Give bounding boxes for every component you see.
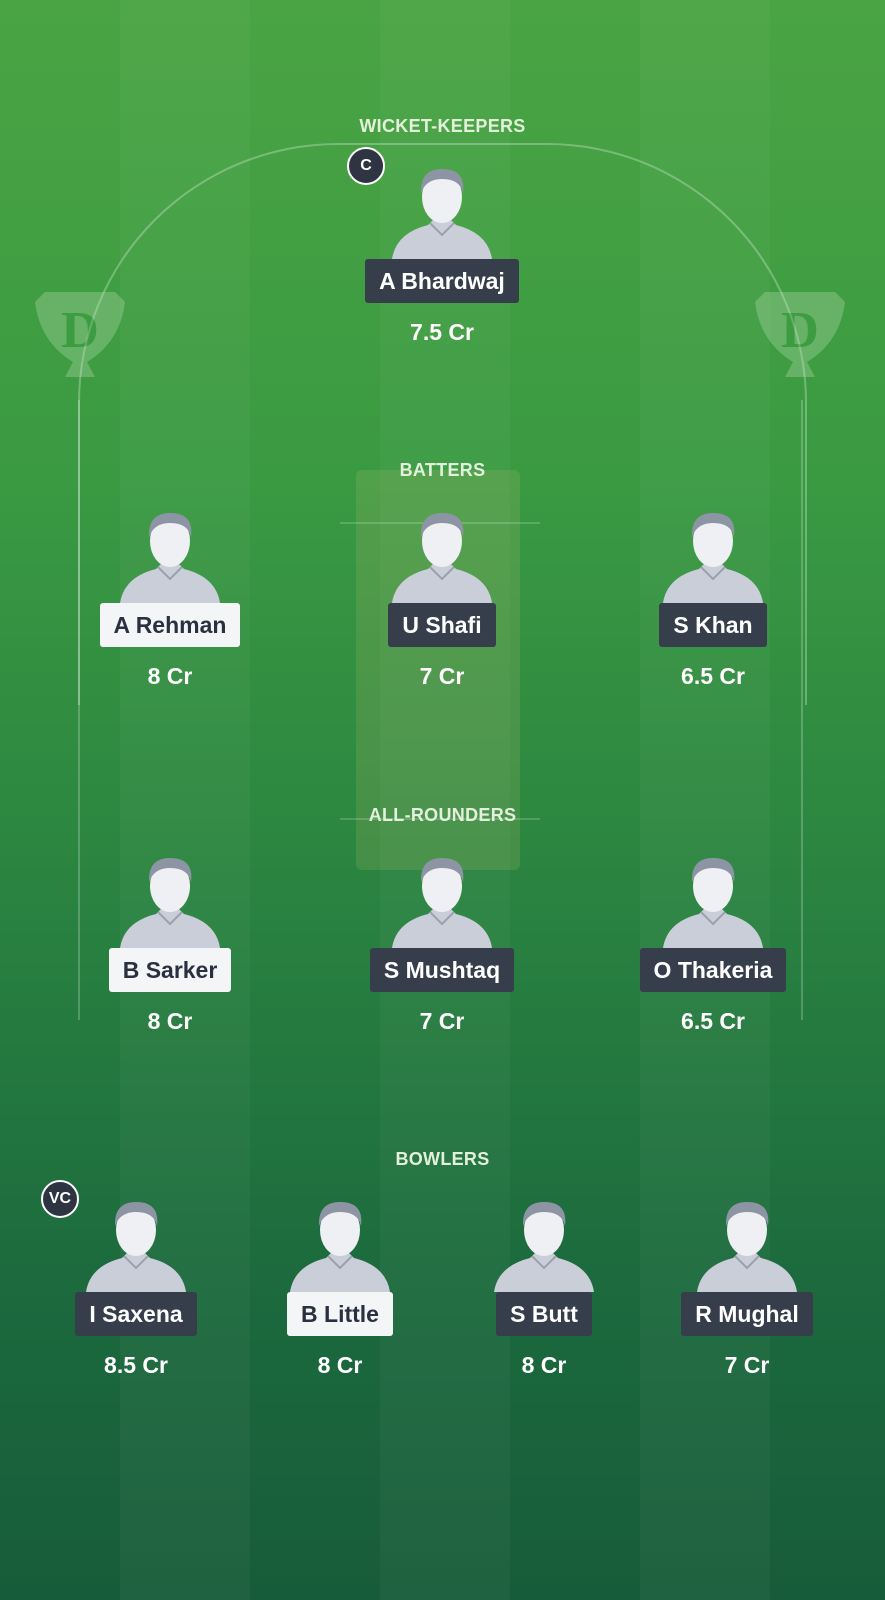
- player-price: 6.5 Cr: [681, 663, 745, 689]
- player-avatar-icon: [663, 513, 763, 603]
- section-title: BOWLERS: [395, 1149, 490, 1169]
- player-name: O Thakeria: [639, 948, 787, 992]
- player-name: S Khan: [659, 603, 767, 647]
- captain-badge: C: [347, 147, 385, 185]
- player-card[interactable]: O Thakeria 6.5 Cr: [613, 852, 813, 1035]
- player-name: A Bhardwaj: [365, 259, 519, 303]
- trophy-logo-icon: D: [755, 292, 845, 377]
- player-card[interactable]: R Mughal 7 Cr: [647, 1196, 847, 1379]
- player-price: 8.5 Cr: [104, 1352, 168, 1378]
- player-avatar-icon: [392, 513, 492, 603]
- svg-text:D: D: [781, 302, 819, 359]
- vice-captain-badge: VC: [41, 1180, 79, 1218]
- player-card[interactable]: U Shafi 7 Cr: [342, 507, 542, 690]
- player-price: 6.5 Cr: [681, 1008, 745, 1034]
- player-card[interactable]: A Bhardwaj 7.5 Cr: [342, 163, 542, 346]
- player-card[interactable]: I Saxena 8.5 Cr: [36, 1196, 236, 1379]
- boundary-line-left: [78, 400, 80, 1020]
- player-price: 8 Cr: [147, 663, 193, 689]
- player-avatar-icon: [120, 858, 220, 948]
- player-price: 7 Cr: [724, 1352, 770, 1378]
- boundary-line-right: [801, 400, 803, 1020]
- player-name: A Rehman: [99, 603, 241, 647]
- svg-text:D: D: [61, 302, 99, 359]
- player-card[interactable]: S Butt 8 Cr: [444, 1196, 644, 1379]
- player-price: 7 Cr: [419, 663, 465, 689]
- section-title: WICKET-KEEPERS: [359, 116, 526, 136]
- player-name: U Shafi: [388, 603, 496, 647]
- crease-line: [340, 818, 540, 820]
- player-avatar-icon: [120, 513, 220, 603]
- player-avatar-icon: [290, 1202, 390, 1292]
- player-price: 7.5 Cr: [410, 319, 474, 345]
- player-price: 8 Cr: [521, 1352, 567, 1378]
- trophy-logo-icon: D: [35, 292, 125, 377]
- player-name: B Sarker: [108, 948, 232, 992]
- player-avatar-icon: [392, 858, 492, 948]
- player-avatar-icon: [663, 858, 763, 948]
- player-card[interactable]: B Little 8 Cr: [240, 1196, 440, 1379]
- player-name: I Saxena: [75, 1292, 197, 1336]
- player-name: S Butt: [496, 1292, 592, 1336]
- player-price: 8 Cr: [317, 1352, 363, 1378]
- player-avatar-icon: [86, 1202, 186, 1292]
- player-price: 8 Cr: [147, 1008, 193, 1034]
- player-avatar-icon: [392, 169, 492, 259]
- section-title: BATTERS: [399, 460, 486, 480]
- player-name: B Little: [287, 1292, 393, 1336]
- player-card[interactable]: S Khan 6.5 Cr: [613, 507, 813, 690]
- boundary-arc: [78, 143, 807, 705]
- player-card[interactable]: B Sarker 8 Cr: [70, 852, 270, 1035]
- player-avatar-icon: [697, 1202, 797, 1292]
- section-title: ALL-ROUNDERS: [368, 805, 517, 825]
- player-name: S Mushtaq: [369, 948, 515, 992]
- player-price: 7 Cr: [419, 1008, 465, 1034]
- player-card[interactable]: A Rehman 8 Cr: [70, 507, 270, 690]
- player-name: R Mughal: [681, 1292, 813, 1336]
- player-avatar-icon: [494, 1202, 594, 1292]
- player-card[interactable]: S Mushtaq 7 Cr: [342, 852, 542, 1035]
